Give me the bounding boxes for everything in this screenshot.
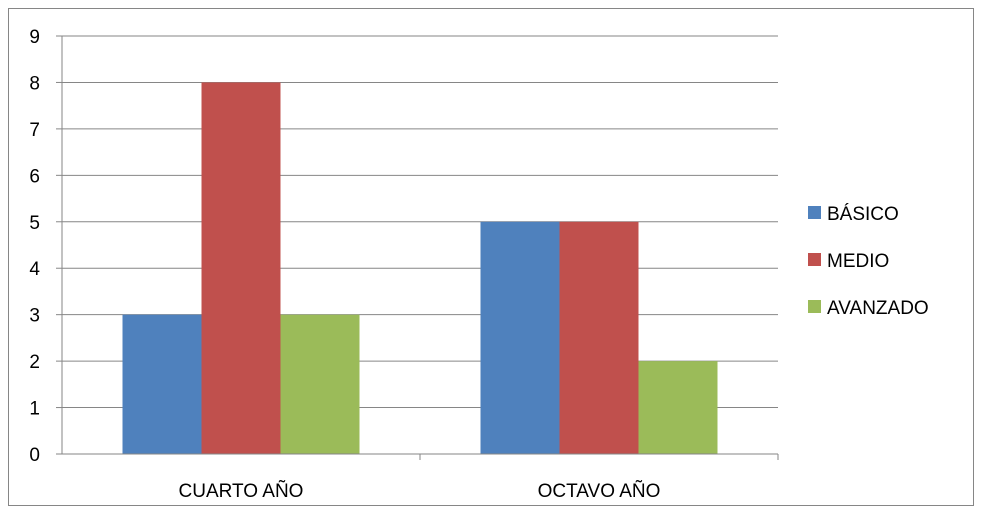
legend-swatch-básico [808,206,821,219]
y-tick-label: 2 [29,352,40,373]
x-category-label: OCTAVO AÑO [538,480,661,502]
y-tick-label: 1 [29,399,40,420]
legend-label: AVANZADO [827,298,929,319]
bar-avanzado-2 [638,361,718,454]
bar-avanzado-1 [280,314,360,454]
bar-medio-2 [559,221,639,454]
y-tick-label: 9 [29,27,40,48]
axes [56,36,779,460]
y-tick-label: 6 [29,166,40,187]
bar-medio-1 [201,82,281,454]
y-tick-label: 0 [29,445,40,466]
legend: BÁSICO MEDIO AVANZADO [808,204,929,319]
bars [122,82,718,454]
y-tick-label: 3 [29,306,40,327]
y-tick-label: 5 [29,213,40,234]
bar-básico-1 [122,314,202,454]
y-axis-ticks: 0 1 2 3 4 5 6 7 8 9 [29,27,62,466]
y-tick-label: 4 [29,259,40,280]
legend-swatch-medio [808,253,821,266]
x-axis-labels: CUARTO AÑO OCTAVO AÑO [179,480,661,502]
legend-swatch-avanzado [808,300,821,313]
legend-label: BÁSICO [827,204,899,225]
y-tick-label: 8 [29,73,40,94]
bar-básico-2 [480,221,560,454]
legend-label: MEDIO [827,251,889,272]
y-tick-label: 7 [29,120,40,141]
x-category-label: CUARTO AÑO [179,480,304,502]
